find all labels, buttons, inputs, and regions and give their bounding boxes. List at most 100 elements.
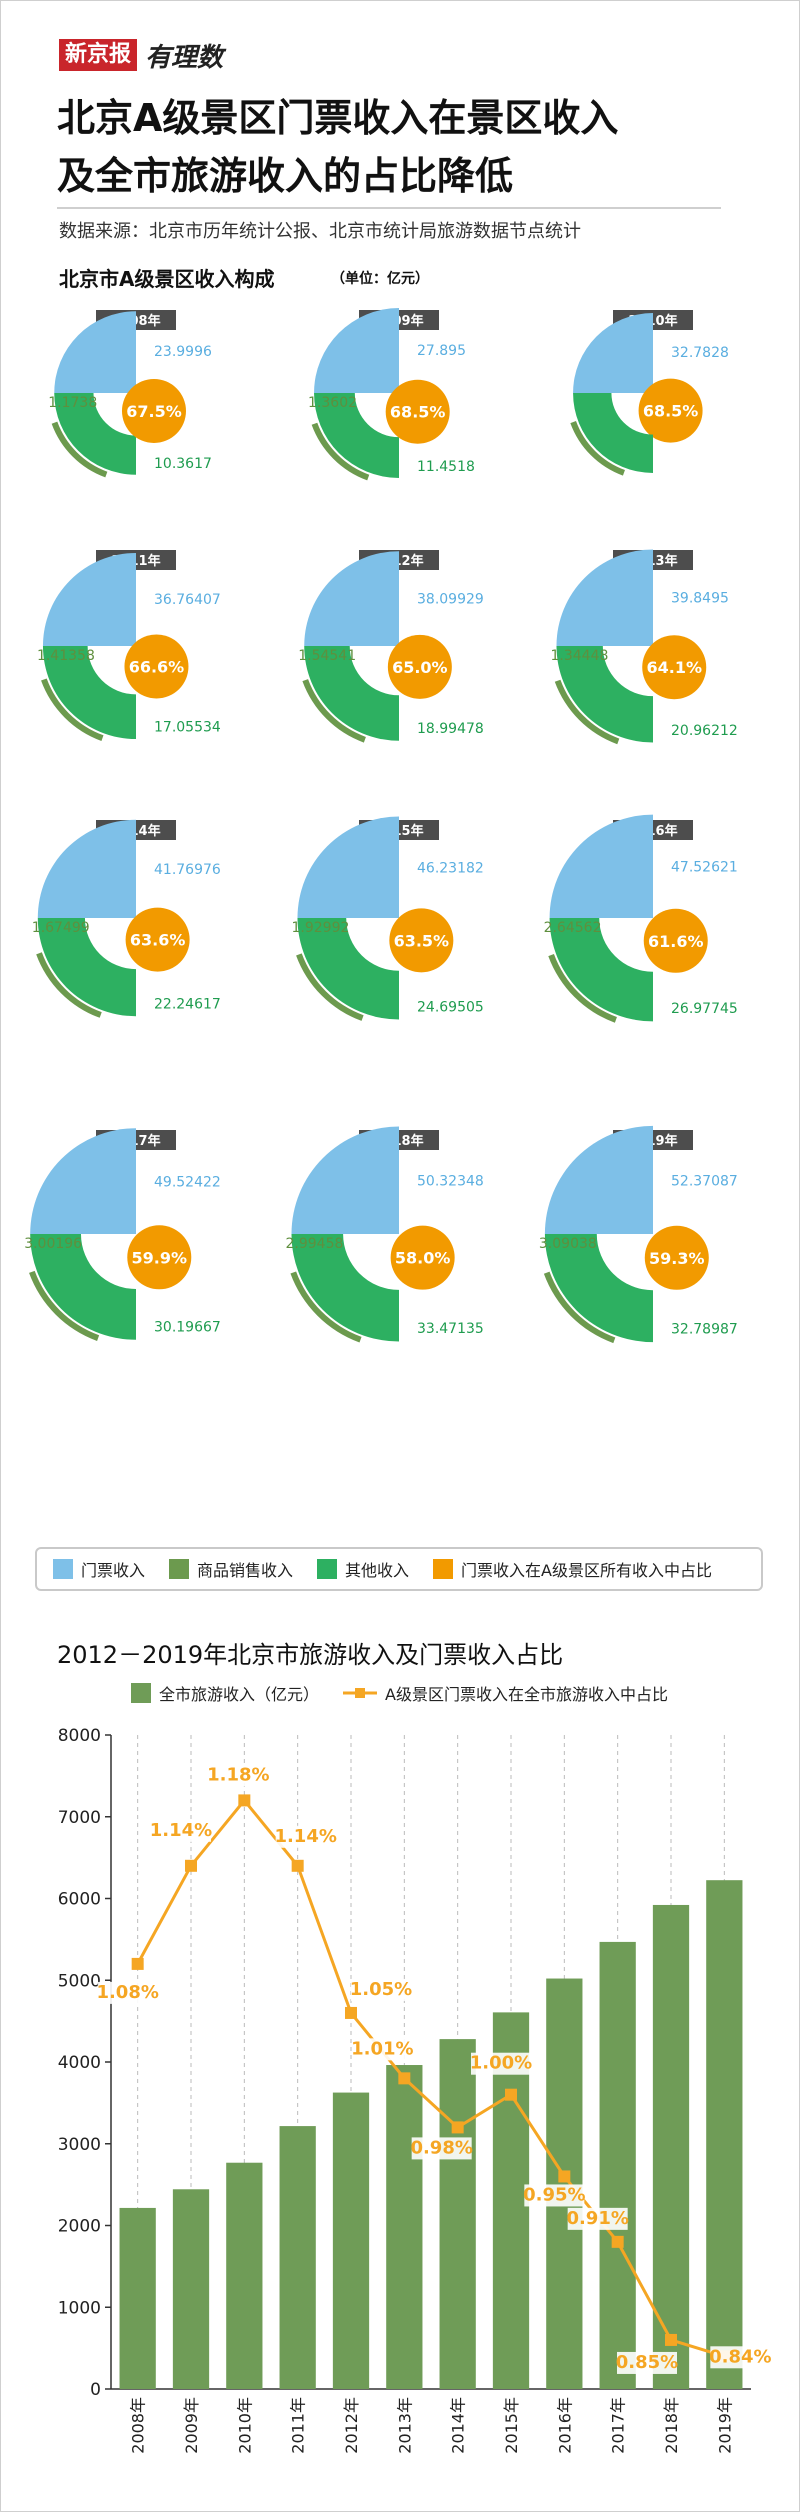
goods-value-label: 1.3602 [308, 395, 357, 411]
ticket-wedge [573, 313, 653, 393]
other-wedge [573, 393, 653, 473]
share-label: 0.95% [523, 2184, 585, 2205]
revenue-bar [652, 1904, 690, 2389]
legend-bar-swatch [131, 1683, 151, 1703]
brand-script-logo: 有理数 [145, 42, 224, 73]
share-label: 59.3% [649, 1249, 705, 1268]
other-wedge [544, 1234, 653, 1343]
share-label: 66.6% [129, 657, 185, 676]
ticket-value-label: 50.32348 [417, 1174, 484, 1190]
bar-line-legend: 全市旅游收入（亿元） A级景区门票收入在全市旅游收入中占比 [131, 1681, 668, 1705]
x-tick-label: 2010年 [235, 2397, 254, 2454]
title-line-2: 及全市旅游收入的占比降低 [57, 154, 514, 198]
share-line [136, 1798, 725, 2358]
share-point [505, 2088, 517, 2101]
ticket-wedge [549, 814, 653, 918]
share-point [345, 2006, 357, 2019]
share-point [398, 2072, 411, 2085]
ticket-value-label: 46.23182 [417, 860, 484, 876]
ticket-value-label: 49.52422 [154, 1174, 221, 1190]
y-tick-label: 5000 [58, 1971, 101, 1991]
share-label-bg [208, 1764, 269, 1787]
revenue-bar [332, 2092, 370, 2389]
section2-title: 2012－2019年北京市旅游收入及门票收入占比 [57, 1641, 564, 1669]
share-label-bg [352, 2038, 413, 2061]
share-label-bg [275, 1825, 336, 1848]
y-tick-label: 2000 [58, 2217, 101, 2237]
ticket-wedge [30, 1128, 136, 1234]
y-tick-label: 1000 [58, 2298, 101, 2318]
goods-arc [554, 679, 620, 745]
goods-value-label: 2.99458 [285, 1236, 343, 1252]
ticket-wedge [304, 551, 399, 646]
y-tick-label: 4000 [58, 2053, 101, 2073]
legend-bar-label: 全市旅游收入（亿元） [159, 1685, 320, 1704]
section1-title: 北京市A级景区收入构成 [59, 267, 275, 291]
share-circle [642, 635, 707, 700]
y-tick-label: 7000 [58, 1808, 101, 1828]
legend-item-goods: 商品销售收入 [169, 1557, 293, 1581]
goods-arc [311, 422, 370, 481]
legend-item-ticket: 门票收入 [53, 1557, 145, 1581]
legend-label: 商品销售收入 [197, 1561, 294, 1580]
share-label: 1.18% [207, 1764, 269, 1785]
x-tick-label: 2011年 [289, 2397, 308, 2454]
other-wedge [291, 1234, 399, 1342]
legend-item-other: 其他收入 [317, 1557, 409, 1581]
other-value-label: 17.05534 [154, 720, 221, 736]
y-tick-label: 6000 [58, 1890, 101, 1910]
share-point [238, 1794, 251, 1807]
x-tick-label: 2008年 [129, 2397, 148, 2454]
share-circle [127, 1225, 192, 1290]
goods-value-label: 1.34448 [550, 648, 608, 664]
share-label: 0.98% [410, 2137, 472, 2158]
share-label-bg [617, 2351, 677, 2374]
x-tick-label: 2018年 [662, 2397, 681, 2454]
share-label: 65.0% [392, 658, 448, 677]
goods-arc [51, 421, 108, 478]
share-label: 0.85% [616, 2352, 678, 2373]
share-label: 68.5% [390, 403, 446, 422]
share-label-bg [567, 2207, 628, 2230]
x-tick-label: 2019年 [715, 2397, 734, 2454]
ticket-wedge [42, 552, 136, 646]
other-wedge [297, 918, 399, 1020]
goods-value-label: 3.00196 [24, 1236, 82, 1252]
share-circle [389, 908, 454, 973]
share-point [611, 2235, 624, 2248]
brand-badge: 新京报 [59, 39, 138, 71]
section1-unit: （单位：亿元） [331, 271, 429, 287]
legend-swatch [169, 1559, 190, 1579]
ticket-wedge [37, 819, 136, 918]
share-point [451, 2121, 464, 2134]
x-tick-label: 2014年 [449, 2397, 468, 2454]
other-wedge [314, 393, 399, 478]
title-line-1: 北京A级景区门票收入在景区收入 [57, 96, 619, 140]
ticket-value-label: 23.9996 [154, 344, 212, 360]
brand-logo: 新京报 有理数 [59, 39, 224, 73]
other-value-label: 10.3617 [154, 456, 212, 472]
legend-label: 门票收入在A级景区所有收入中占比 [461, 1561, 712, 1580]
y-tick-label: 8000 [58, 1726, 101, 1746]
ticket-wedge [54, 311, 136, 393]
share-label: 61.6% [648, 932, 704, 951]
other-value-label: 24.69505 [417, 999, 484, 1015]
share-label-bg [471, 2052, 531, 2075]
goods-value-label: 1.41358 [37, 648, 95, 664]
share-label-bg [351, 1978, 411, 2001]
other-wedge [549, 918, 653, 1022]
share-label: 67.5% [126, 402, 182, 421]
legend-line-swatch [343, 1688, 378, 1698]
share-label: 0.84% [709, 2346, 771, 2367]
revenue-bar [119, 2207, 156, 2389]
other-value-label: 20.96212 [671, 723, 738, 739]
ticket-value-label: 47.52621 [671, 859, 738, 875]
revenue-bar [599, 1941, 636, 2389]
